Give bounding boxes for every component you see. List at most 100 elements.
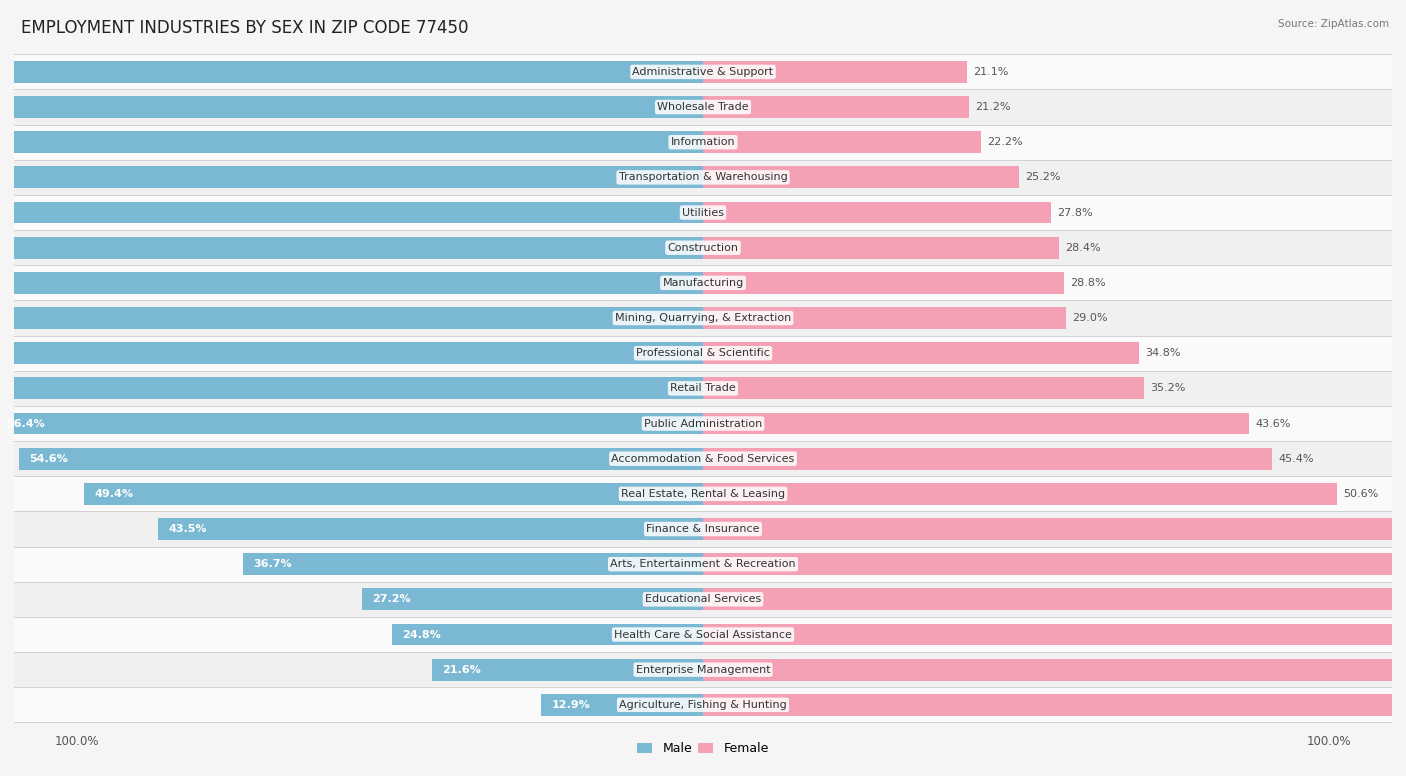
Bar — [703, 167, 1019, 189]
Text: 22.2%: 22.2% — [987, 137, 1024, 147]
Bar — [14, 54, 1392, 89]
Bar — [14, 265, 1392, 300]
Bar — [14, 300, 1392, 335]
Bar — [703, 694, 1406, 715]
Text: 12.9%: 12.9% — [551, 700, 591, 710]
Bar — [703, 448, 1271, 469]
Bar — [14, 652, 1392, 688]
Bar — [703, 131, 981, 153]
Bar — [703, 413, 1249, 435]
Bar — [703, 659, 1406, 681]
Text: Mining, Quarrying, & Extraction: Mining, Quarrying, & Extraction — [614, 313, 792, 323]
Bar — [0, 272, 703, 294]
Bar — [363, 588, 703, 610]
Text: Wholesale Trade: Wholesale Trade — [657, 102, 749, 112]
Text: Professional & Scientific: Professional & Scientific — [636, 348, 770, 359]
Bar — [703, 202, 1052, 223]
Text: Utilities: Utilities — [682, 207, 724, 217]
Bar — [703, 588, 1406, 610]
Bar — [703, 61, 967, 83]
Text: 24.8%: 24.8% — [402, 629, 441, 639]
Text: 50.6%: 50.6% — [1343, 489, 1378, 499]
Bar — [14, 617, 1392, 652]
Text: Retail Trade: Retail Trade — [671, 383, 735, 393]
Bar — [157, 518, 703, 540]
Bar — [392, 624, 703, 646]
Legend: Male, Female: Male, Female — [633, 737, 773, 760]
Bar — [14, 476, 1392, 511]
Bar — [703, 272, 1064, 294]
Bar — [541, 694, 703, 715]
Text: 21.6%: 21.6% — [443, 665, 481, 674]
Bar — [14, 688, 1392, 722]
Bar — [14, 371, 1392, 406]
Bar — [703, 307, 1066, 329]
Text: Real Estate, Rental & Leasing: Real Estate, Rental & Leasing — [621, 489, 785, 499]
Bar — [0, 61, 703, 83]
Text: Administrative & Support: Administrative & Support — [633, 67, 773, 77]
Text: 21.2%: 21.2% — [974, 102, 1011, 112]
Bar — [14, 89, 1392, 125]
Text: 28.8%: 28.8% — [1070, 278, 1105, 288]
Bar — [14, 125, 1392, 160]
Bar — [20, 448, 703, 469]
Text: 25.2%: 25.2% — [1025, 172, 1060, 182]
Bar — [0, 307, 703, 329]
Text: Source: ZipAtlas.com: Source: ZipAtlas.com — [1278, 19, 1389, 29]
Bar — [703, 483, 1337, 504]
Text: 29.0%: 29.0% — [1073, 313, 1108, 323]
Text: 43.5%: 43.5% — [169, 524, 207, 534]
Text: Enterprise Management: Enterprise Management — [636, 665, 770, 674]
Bar — [703, 237, 1059, 258]
Text: 34.8%: 34.8% — [1144, 348, 1181, 359]
Bar — [14, 441, 1392, 476]
Text: 27.2%: 27.2% — [373, 594, 411, 605]
Text: Information: Information — [671, 137, 735, 147]
Bar — [14, 160, 1392, 195]
Text: Agriculture, Fishing & Hunting: Agriculture, Fishing & Hunting — [619, 700, 787, 710]
Bar — [703, 342, 1139, 364]
Bar — [0, 167, 703, 189]
Text: 36.7%: 36.7% — [253, 559, 292, 569]
Text: 28.4%: 28.4% — [1064, 243, 1101, 253]
Bar — [14, 230, 1392, 265]
Bar — [0, 237, 703, 258]
Bar — [703, 377, 1144, 400]
Text: 35.2%: 35.2% — [1150, 383, 1185, 393]
Bar — [703, 624, 1406, 646]
Bar — [243, 553, 703, 575]
Text: Construction: Construction — [668, 243, 738, 253]
Bar — [84, 483, 703, 504]
Text: Public Administration: Public Administration — [644, 418, 762, 428]
Bar — [0, 377, 703, 400]
Text: Transportation & Warehousing: Transportation & Warehousing — [619, 172, 787, 182]
Bar — [703, 518, 1406, 540]
Text: Accommodation & Food Services: Accommodation & Food Services — [612, 454, 794, 464]
Text: 49.4%: 49.4% — [94, 489, 134, 499]
Bar — [14, 511, 1392, 546]
Bar — [0, 342, 703, 364]
Bar — [703, 553, 1406, 575]
Text: 56.4%: 56.4% — [7, 418, 45, 428]
Bar — [433, 659, 703, 681]
Text: 21.1%: 21.1% — [973, 67, 1010, 77]
Bar — [14, 546, 1392, 582]
Bar — [0, 96, 703, 118]
Bar — [14, 582, 1392, 617]
Text: Health Care & Social Assistance: Health Care & Social Assistance — [614, 629, 792, 639]
Bar — [703, 96, 969, 118]
Text: 45.4%: 45.4% — [1278, 454, 1313, 464]
Bar — [0, 413, 703, 435]
Bar — [0, 202, 703, 223]
Bar — [0, 131, 703, 153]
Text: 43.6%: 43.6% — [1256, 418, 1291, 428]
Bar — [14, 335, 1392, 371]
Text: Arts, Entertainment & Recreation: Arts, Entertainment & Recreation — [610, 559, 796, 569]
Text: EMPLOYMENT INDUSTRIES BY SEX IN ZIP CODE 77450: EMPLOYMENT INDUSTRIES BY SEX IN ZIP CODE… — [21, 19, 468, 37]
Text: Finance & Insurance: Finance & Insurance — [647, 524, 759, 534]
Text: 27.8%: 27.8% — [1057, 207, 1092, 217]
Bar — [14, 195, 1392, 230]
Bar — [14, 406, 1392, 441]
Text: Educational Services: Educational Services — [645, 594, 761, 605]
Text: Manufacturing: Manufacturing — [662, 278, 744, 288]
